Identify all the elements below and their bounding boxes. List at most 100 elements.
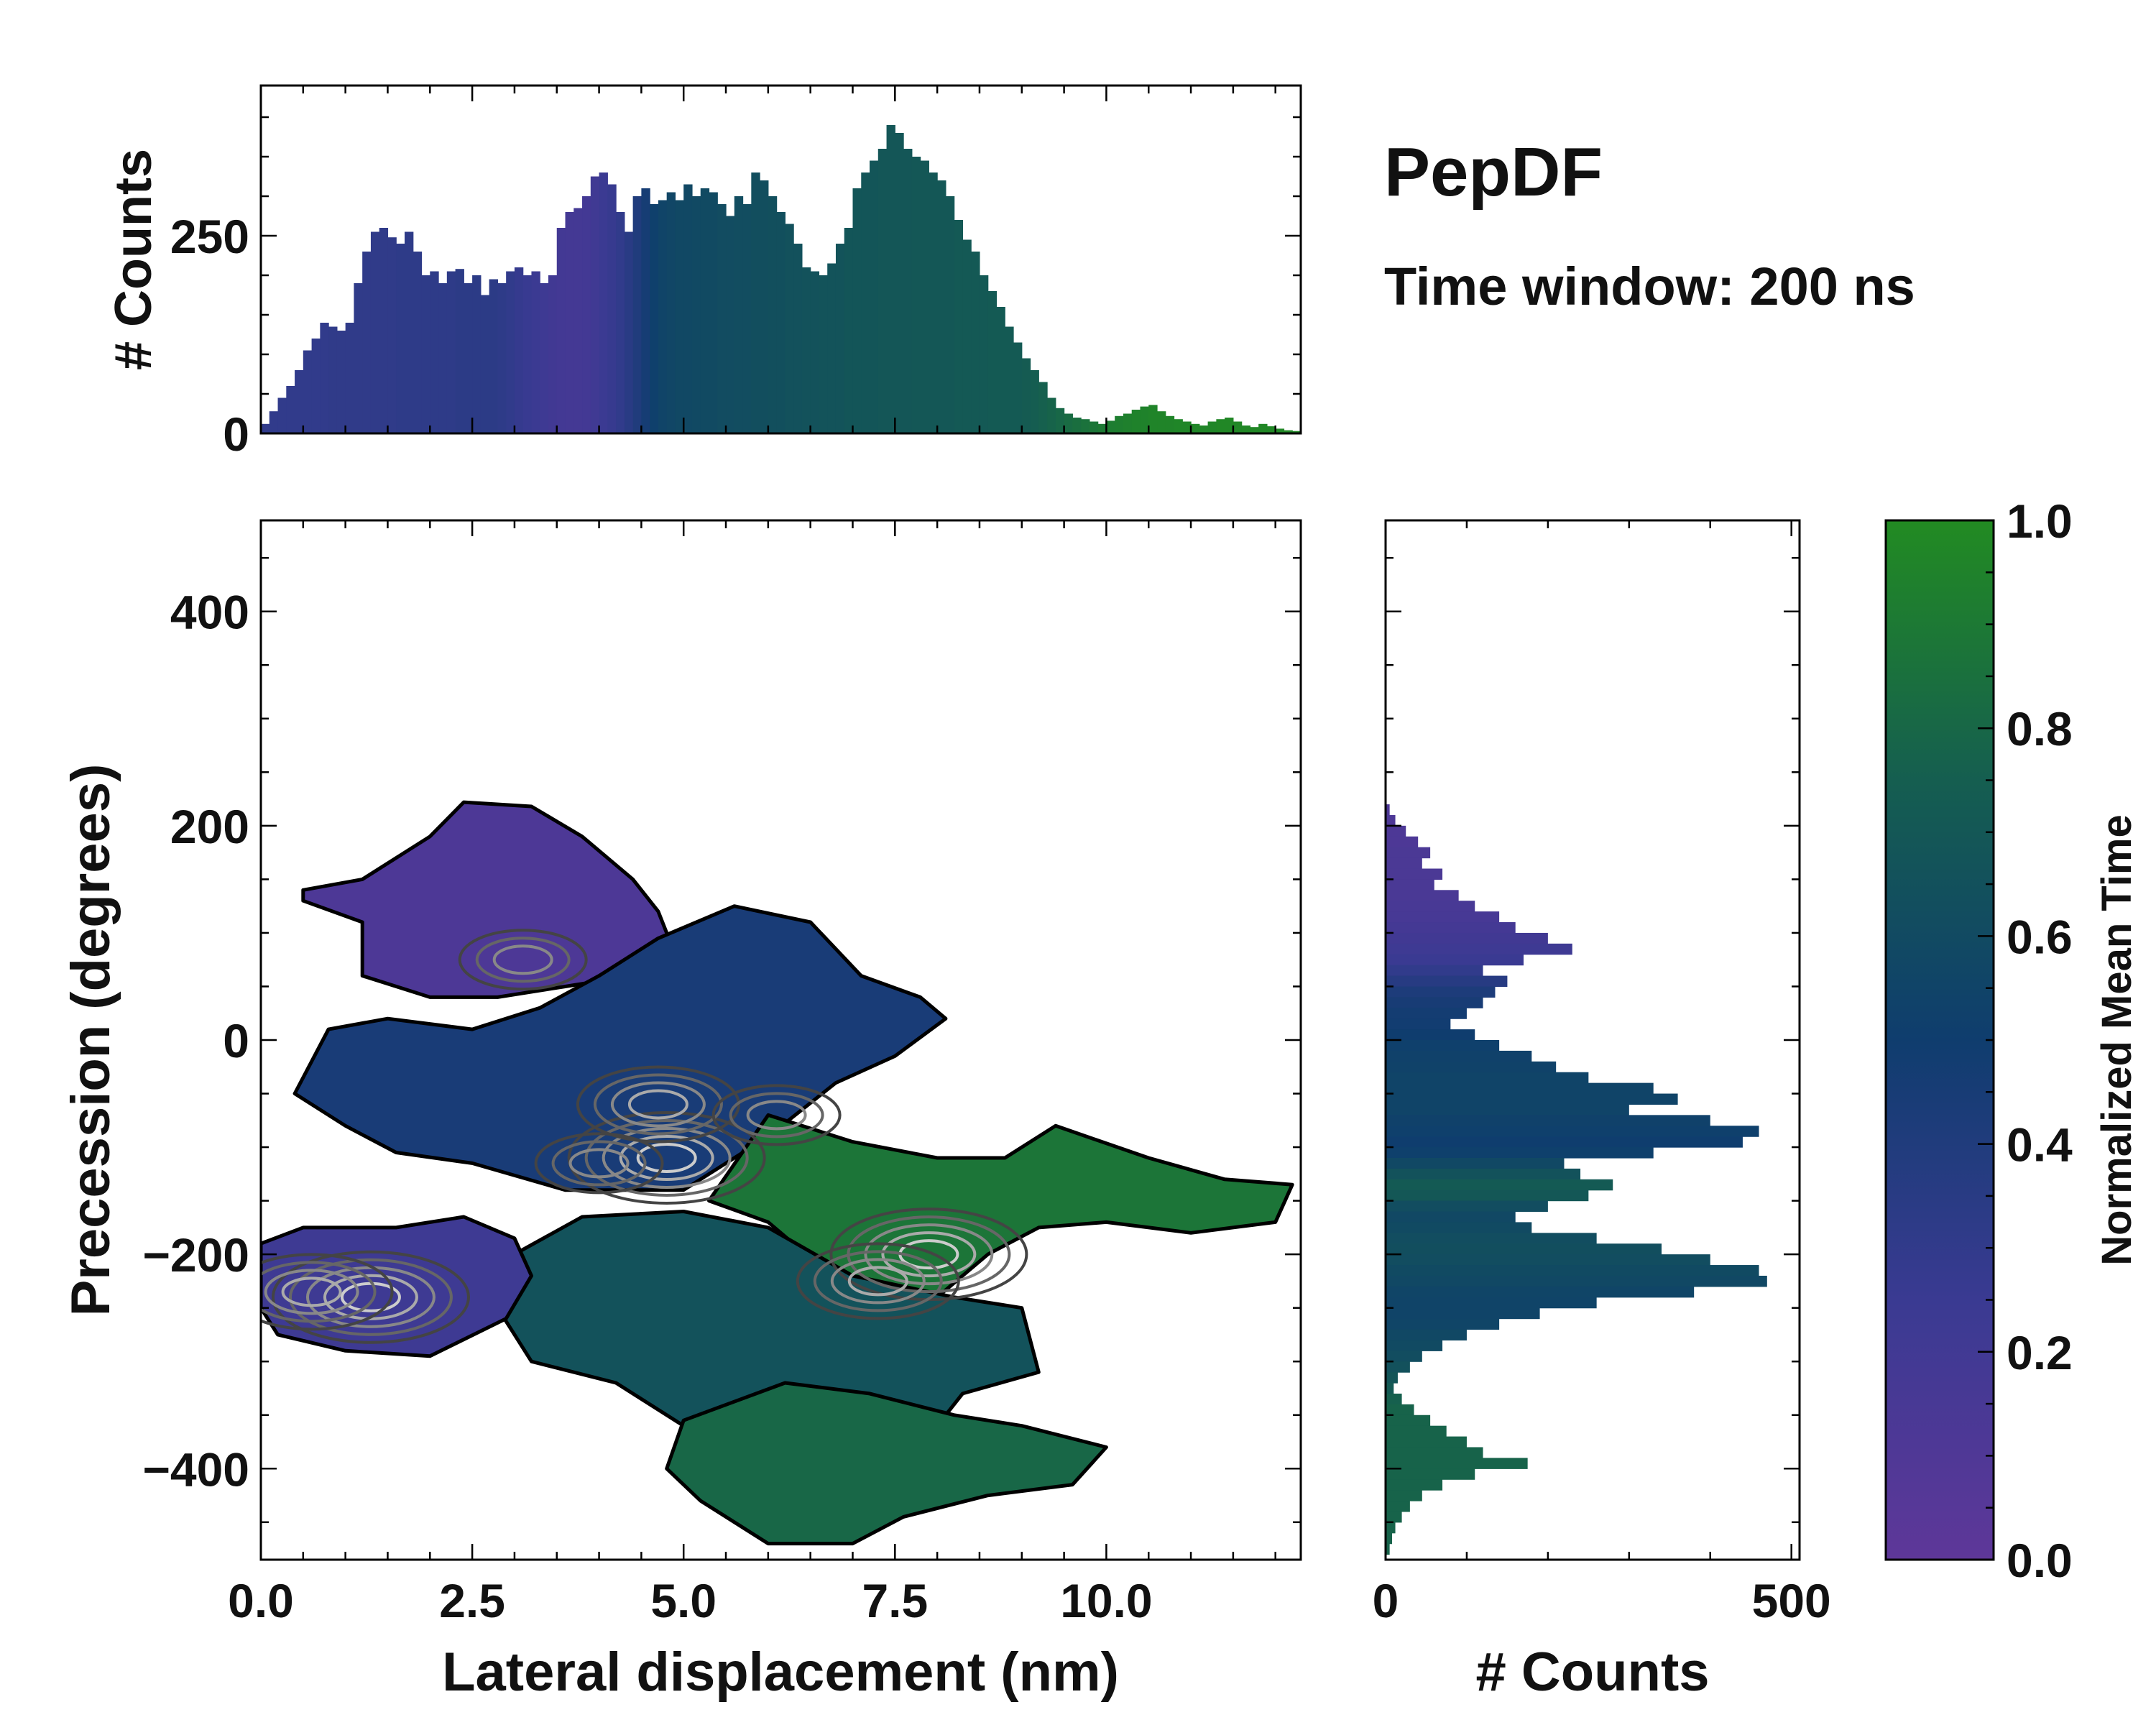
- right-hist-bar: [1386, 1061, 1557, 1073]
- right-hist-bar: [1386, 1265, 1759, 1276]
- top-hist-bar: [877, 149, 888, 433]
- top-hist-bar: [421, 275, 430, 433]
- top-hist-bar: [379, 228, 389, 433]
- top-hist-bar: [717, 204, 727, 433]
- top-hist-bar: [1258, 423, 1268, 433]
- right-hist-bar: [1386, 932, 1548, 944]
- top-hist-bar: [430, 271, 439, 433]
- figure-title: PepDF: [1384, 134, 1603, 211]
- top-hist-bar: [1140, 406, 1149, 433]
- colorbar-tick-label: 0.2: [2007, 1326, 2073, 1379]
- top-hist-bar: [954, 220, 964, 433]
- right-histogram: 0 500 # Counts: [1373, 519, 1831, 1703]
- right-hist-bar: [1386, 954, 1524, 966]
- top-hist-bar: [1250, 427, 1259, 433]
- right-hist-bar: [1386, 1050, 1532, 1062]
- density-contour: [492, 944, 553, 975]
- top-histogram-bars: [261, 125, 1301, 433]
- right-hist-bar: [1386, 1243, 1662, 1255]
- heatmap-regions: [261, 800, 1294, 1546]
- top-hist-bar: [354, 283, 363, 433]
- top-hist-bar: [996, 307, 1005, 433]
- density-contour: [602, 1126, 732, 1189]
- right-xlabel: # Counts: [1475, 1642, 1709, 1703]
- top-hist-bar: [295, 370, 304, 433]
- right-hist-bar: [1386, 1040, 1500, 1052]
- right-hist-bar: [1386, 825, 1406, 837]
- top-hist-bar: [920, 160, 929, 433]
- colorbar-tick-label: 0.8: [2007, 702, 2073, 755]
- density-contour: [475, 937, 571, 983]
- right-hist-bar: [1386, 1222, 1532, 1233]
- density-contour: [627, 1089, 688, 1120]
- top-hist-bar: [1038, 382, 1048, 433]
- top-hist-bar: [937, 180, 946, 433]
- top-hist-bar: [726, 216, 735, 433]
- main-xtick-label: 0.0: [228, 1574, 294, 1627]
- top-hist-bar: [1182, 421, 1192, 433]
- top-hist-bar: [1013, 342, 1023, 433]
- density-contour: [271, 1250, 470, 1344]
- right-hist-bar: [1386, 1190, 1589, 1202]
- top-hist-bar: [1216, 419, 1225, 433]
- right-hist-bar: [1386, 1029, 1475, 1041]
- right-hist-bar: [1386, 997, 1483, 1008]
- main-heatmap-ticks: 0.0 2.5 5.0 7.5 10.0 400 200 0 −200 −400: [142, 520, 1301, 1627]
- top-hist-bar: [911, 157, 921, 433]
- right-hist-bar: [1386, 1126, 1759, 1137]
- top-hist-bar: [514, 267, 524, 433]
- density-contour: [796, 1242, 960, 1320]
- top-hist-bar: [480, 295, 490, 433]
- top-hist-ytick-label: 250: [170, 210, 249, 263]
- right-hist-bar: [1386, 857, 1422, 870]
- top-hist-bar: [666, 192, 676, 433]
- right-hist-bar: [1386, 901, 1475, 912]
- top-hist-bar: [1275, 428, 1285, 433]
- top-hist-bar: [903, 149, 913, 433]
- colorbar-tick-label: 0.4: [2007, 1118, 2073, 1172]
- right-hist-bar: [1386, 1479, 1443, 1491]
- top-hist-bar: [438, 283, 448, 433]
- right-hist-bar: [1386, 922, 1516, 934]
- top-hist-bar: [1191, 423, 1200, 433]
- top-hist-bar: [1284, 430, 1293, 433]
- main-xtick-label: 7.5: [862, 1574, 928, 1627]
- density-contour: [830, 1258, 926, 1305]
- right-hist-bar: [1386, 1361, 1410, 1373]
- top-hist-bar: [590, 176, 600, 433]
- right-hist-bar: [1386, 836, 1419, 848]
- right-hist-bar: [1386, 814, 1396, 827]
- top-hist-bar: [870, 160, 879, 433]
- colorbar-tick-label: 1.0: [2007, 494, 2073, 548]
- density-contour: [881, 1231, 977, 1278]
- top-histogram-ticks: 0 250: [170, 86, 1301, 461]
- right-hist-bar: [1386, 1200, 1548, 1213]
- right-hist-bar: [1386, 1286, 1695, 1298]
- right-hist-bar: [1386, 1372, 1398, 1384]
- top-hist-bar: [844, 228, 854, 433]
- top-hist-bar: [776, 212, 786, 433]
- right-hist-bar: [1386, 1147, 1654, 1159]
- top-hist-bar: [987, 291, 998, 433]
- top-hist-bar: [929, 172, 938, 433]
- density-contour: [847, 1266, 908, 1297]
- right-hist-bar: [1386, 1458, 1528, 1469]
- top-hist-bar: [1148, 405, 1158, 433]
- top-hist-bar: [345, 323, 355, 433]
- density-contour: [619, 1134, 714, 1181]
- top-hist-bar: [1165, 415, 1175, 433]
- colorbar: 0.0 0.2 0.4 0.6 0.8 1.0 Normalized Mean Time: [1884, 494, 2140, 1587]
- top-hist-bar: [1047, 397, 1056, 433]
- right-hist-bar: [1386, 1383, 1394, 1394]
- top-hist-bar: [522, 275, 533, 433]
- right-hist-bar: [1386, 1329, 1467, 1341]
- top-hist-bar: [700, 188, 710, 433]
- right-hist-bar: [1386, 1543, 1390, 1555]
- top-hist-bar: [861, 172, 870, 433]
- top-hist-bar: [446, 271, 456, 433]
- top-hist-bar: [827, 263, 837, 433]
- top-hist-bar: [1174, 419, 1183, 433]
- density-contour: [610, 1081, 706, 1128]
- top-hist-bar: [1233, 421, 1243, 433]
- top-hist-bar: [1207, 421, 1217, 433]
